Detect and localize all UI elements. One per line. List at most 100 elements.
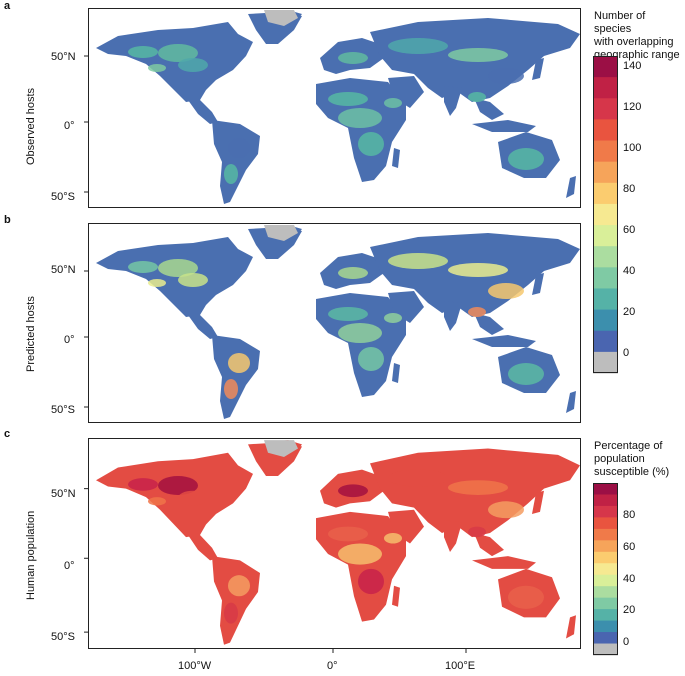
- region-patch: [328, 526, 368, 542]
- lat-tick-c-50n: 50°N: [51, 488, 76, 500]
- colorbar-swatch: [593, 643, 618, 656]
- landmass-madagascar: [392, 363, 400, 383]
- map-frame: [88, 223, 581, 423]
- region-patch: [228, 138, 250, 158]
- colorbar-swatch: [593, 246, 618, 268]
- lon-tick-0: 0°: [327, 660, 338, 672]
- no-data-region: [264, 10, 298, 26]
- region-patch: [488, 501, 524, 519]
- landmass-southeast-asia: [474, 98, 504, 120]
- ylabel-human: Human population: [25, 510, 37, 600]
- colorbar-swatch: [593, 574, 618, 587]
- landmass-new-zealand: [566, 176, 576, 198]
- colorbar-swatch: [593, 98, 618, 120]
- no-data-region: [264, 225, 298, 241]
- region-patch: [128, 478, 158, 491]
- colorbar-species: [593, 56, 618, 374]
- panel-label-b: b: [4, 214, 11, 226]
- region-patch: [338, 543, 382, 565]
- region-patch: [384, 532, 402, 544]
- region-patch: [338, 52, 368, 64]
- colorbar-swatch: [593, 609, 618, 622]
- colorbar-swatch: [593, 620, 618, 633]
- landmass-central-america: [188, 100, 218, 124]
- legend-bottom-title-line3: susceptible (%): [594, 466, 670, 478]
- landmass-south-america: [212, 556, 260, 645]
- region-patch: [128, 46, 158, 58]
- colorbar-swatch: [593, 586, 618, 599]
- map-predicted-hosts: [84, 223, 581, 423]
- panel-label-a: a: [4, 0, 11, 12]
- region-patch: [388, 38, 448, 54]
- landmass-south-america: [212, 335, 260, 419]
- cbar-bottom-tick-0: 0: [623, 636, 630, 648]
- lat-tick-c-0: 0°: [64, 560, 75, 572]
- region-patch: [224, 164, 238, 184]
- colorbar-swatch: [593, 330, 618, 353]
- no-data-region: [264, 440, 298, 457]
- cbar-top-tick-120: 120: [623, 101, 642, 113]
- colorbar-swatch: [593, 563, 618, 576]
- lat-tick-a-50n: 50°N: [51, 51, 76, 63]
- cbar-bottom-tick-60: 60: [623, 541, 636, 553]
- region-patch: [384, 313, 402, 323]
- legend-bottom-title: Percentage of population susceptible (%): [594, 440, 669, 479]
- region-patch: [358, 568, 384, 595]
- region-patch: [338, 108, 382, 128]
- landmass-japan: [532, 490, 544, 514]
- legend-top-title-line1: Number of species: [594, 10, 646, 35]
- region-patch: [158, 44, 198, 62]
- region-patch: [488, 68, 524, 84]
- colorbar-swatch: [593, 505, 618, 518]
- colorbar-swatch: [593, 225, 618, 247]
- region-patch: [178, 490, 208, 506]
- landmass-india: [444, 86, 462, 116]
- landmass-south-america: [212, 120, 260, 204]
- lat-tick-a-0: 0°: [64, 120, 75, 132]
- region-patch: [338, 267, 368, 279]
- legend-bottom-title-line1: Percentage of: [594, 440, 663, 452]
- lat-tick-b-50n: 50°N: [51, 264, 76, 276]
- colorbar-swatch: [593, 597, 618, 610]
- ylabel-predicted: Predicted hosts: [25, 296, 37, 372]
- colorbar-swatch: [593, 309, 618, 332]
- colorbar-swatch: [593, 119, 618, 142]
- colorbar-susceptible: [593, 483, 618, 656]
- region-patch: [158, 475, 198, 495]
- colorbar-swatch: [593, 203, 618, 226]
- colorbar-swatch: [593, 632, 618, 645]
- colorbar-swatch: [593, 140, 618, 163]
- lon-tick-100w: 100°W: [178, 660, 212, 672]
- landmass-indonesia: [472, 335, 536, 347]
- cbar-bottom-tick-40: 40: [623, 573, 636, 585]
- cbar-top-tick-80: 80: [623, 183, 636, 195]
- region-patch: [148, 279, 166, 287]
- colorbar-swatch: [593, 540, 618, 553]
- region-patch: [338, 323, 382, 343]
- landmass-middle-east: [388, 291, 424, 323]
- lat-tick-b-50s: 50°S: [51, 404, 75, 416]
- colorbar-swatch: [593, 161, 618, 184]
- region-patch: [338, 484, 368, 498]
- legend-bottom-title-line2: population: [594, 453, 645, 465]
- landmass-indonesia: [472, 120, 536, 132]
- cbar-top-tick-100: 100: [623, 142, 642, 154]
- ylabel-observed: Observed hosts: [25, 87, 37, 165]
- cbar-bottom-tick-80: 80: [623, 509, 636, 521]
- colorbar-swatch: [593, 182, 618, 205]
- landmass-middle-east: [388, 509, 424, 544]
- colorbar-swatch: [593, 551, 618, 564]
- landmass-japan: [532, 58, 544, 80]
- region-patch: [468, 307, 486, 317]
- landmass-new-zealand: [566, 391, 576, 413]
- region-patch: [388, 253, 448, 269]
- colorbar-swatch: [593, 267, 618, 289]
- landmass-madagascar: [392, 585, 400, 607]
- region-patch: [128, 261, 158, 273]
- landmass-india: [444, 520, 462, 552]
- region-patch: [358, 347, 384, 371]
- region-patch: [158, 259, 198, 277]
- landmass-india: [444, 301, 462, 331]
- region-patch: [448, 480, 508, 495]
- landmass-africa: [316, 293, 406, 397]
